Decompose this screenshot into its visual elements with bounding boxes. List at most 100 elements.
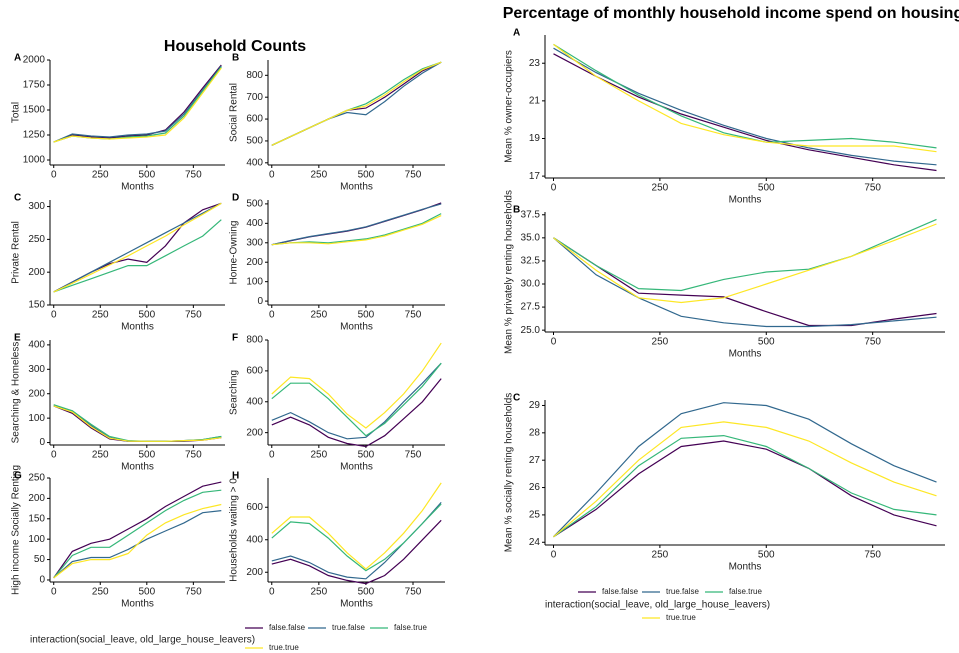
y-axis-title: Social Rental bbox=[229, 83, 240, 142]
y-tick-label: 600 bbox=[246, 114, 263, 125]
panel-letter: C bbox=[14, 193, 21, 204]
panel-letter: G bbox=[14, 471, 22, 482]
panel-letter: C bbox=[513, 393, 520, 404]
x-axis-title: Months bbox=[340, 462, 373, 473]
legend-label: false.true bbox=[729, 587, 762, 596]
series-line bbox=[553, 440, 937, 538]
x-tick-label: 0 bbox=[269, 587, 275, 598]
series-line bbox=[553, 237, 937, 327]
y-tick-label: 37.5 bbox=[521, 209, 541, 220]
y-tick-label: 32.5 bbox=[521, 256, 541, 267]
y-tick-label: 29 bbox=[529, 400, 541, 411]
x-tick-label: 750 bbox=[864, 337, 881, 348]
x-tick-label: 0 bbox=[551, 183, 557, 194]
y-tick-label: 600 bbox=[246, 502, 263, 513]
x-tick-label: 0 bbox=[51, 310, 57, 321]
series-line bbox=[53, 64, 222, 143]
series-line bbox=[53, 404, 222, 442]
x-tick-label: 250 bbox=[310, 450, 327, 461]
series-line bbox=[53, 65, 222, 143]
y-tick-label: 200 bbox=[28, 388, 45, 399]
x-tick-label: 0 bbox=[551, 337, 557, 348]
x-tick-label: 750 bbox=[405, 170, 422, 181]
x-tick-label: 750 bbox=[185, 450, 202, 461]
y-axis-title: Total bbox=[11, 102, 22, 123]
series-line bbox=[53, 202, 222, 293]
x-tick-label: 250 bbox=[92, 587, 109, 598]
x-tick-label: 750 bbox=[405, 450, 422, 461]
series-line bbox=[553, 43, 937, 149]
y-axis-title: Households waiting > 0 bbox=[229, 478, 240, 582]
series-line bbox=[271, 202, 442, 246]
x-axis-title: Months bbox=[121, 322, 154, 333]
series-line bbox=[271, 61, 442, 146]
y-tick-label: 27 bbox=[529, 455, 541, 466]
y-tick-label: 400 bbox=[246, 396, 263, 407]
y-tick-label: 27.5 bbox=[521, 302, 541, 313]
y-tick-label: 17 bbox=[529, 171, 541, 182]
y-tick-label: 200 bbox=[28, 493, 45, 504]
series-line bbox=[553, 53, 937, 172]
y-tick-label: 400 bbox=[246, 534, 263, 545]
y-tick-label: 1250 bbox=[23, 130, 46, 141]
y-tick-label: 100 bbox=[28, 413, 45, 424]
y-tick-label: 300 bbox=[28, 364, 45, 375]
x-axis-title: Months bbox=[729, 349, 762, 360]
y-tick-label: 21 bbox=[529, 95, 541, 106]
x-tick-label: 750 bbox=[864, 183, 881, 194]
panel-letter: E bbox=[14, 333, 21, 344]
right-title: Percentage of monthly household income s… bbox=[503, 5, 959, 22]
x-tick-label: 0 bbox=[51, 587, 57, 598]
x-tick-label: 500 bbox=[138, 450, 155, 461]
x-tick-label: 250 bbox=[652, 550, 669, 561]
x-axis-title: Months bbox=[729, 195, 762, 206]
x-tick-label: 500 bbox=[138, 310, 155, 321]
y-tick-label: 23 bbox=[529, 58, 541, 69]
y-axis-title: Home-Owning bbox=[229, 221, 240, 285]
legend-title: interaction(social_leave, old_large_hous… bbox=[30, 635, 255, 646]
x-axis-title: Months bbox=[121, 599, 154, 610]
x-tick-label: 500 bbox=[138, 587, 155, 598]
x-tick-label: 0 bbox=[269, 310, 275, 321]
series-line bbox=[553, 421, 937, 538]
y-tick-label: 150 bbox=[28, 300, 45, 311]
x-axis-title: Months bbox=[121, 182, 154, 193]
x-tick-label: 0 bbox=[551, 550, 557, 561]
series-line bbox=[553, 237, 937, 328]
x-tick-label: 500 bbox=[758, 550, 775, 561]
x-tick-label: 250 bbox=[652, 183, 669, 194]
series-line bbox=[271, 503, 442, 572]
series-line bbox=[271, 482, 442, 570]
y-tick-label: 200 bbox=[28, 267, 45, 278]
y-tick-label: 28 bbox=[529, 427, 541, 438]
series-line bbox=[271, 362, 442, 440]
y-tick-label: 200 bbox=[246, 567, 263, 578]
y-tick-label: 30.0 bbox=[521, 279, 541, 290]
y-tick-label: 200 bbox=[246, 427, 263, 438]
series-line bbox=[271, 502, 442, 580]
y-tick-label: 24 bbox=[529, 537, 541, 548]
y-tick-label: 19 bbox=[529, 133, 541, 144]
x-tick-label: 750 bbox=[864, 550, 881, 561]
x-tick-label: 250 bbox=[310, 587, 327, 598]
series-line bbox=[553, 402, 937, 538]
panel-letter: B bbox=[232, 53, 239, 64]
y-tick-label: 25 bbox=[529, 510, 541, 521]
x-tick-label: 250 bbox=[92, 450, 109, 461]
y-tick-label: 1500 bbox=[23, 105, 46, 116]
x-tick-label: 500 bbox=[758, 183, 775, 194]
x-tick-label: 250 bbox=[652, 337, 669, 348]
x-tick-label: 0 bbox=[51, 170, 57, 181]
series-line bbox=[553, 434, 937, 538]
series-line bbox=[553, 43, 937, 153]
y-tick-label: 800 bbox=[246, 70, 263, 81]
x-tick-label: 0 bbox=[269, 450, 275, 461]
left-title: Household Counts bbox=[164, 38, 306, 55]
series-line bbox=[53, 481, 222, 579]
series-line bbox=[271, 362, 442, 437]
x-axis-title: Months bbox=[340, 599, 373, 610]
y-tick-label: 200 bbox=[246, 257, 263, 268]
panel-letter: A bbox=[14, 53, 21, 64]
y-tick-label: 25.0 bbox=[521, 325, 541, 336]
